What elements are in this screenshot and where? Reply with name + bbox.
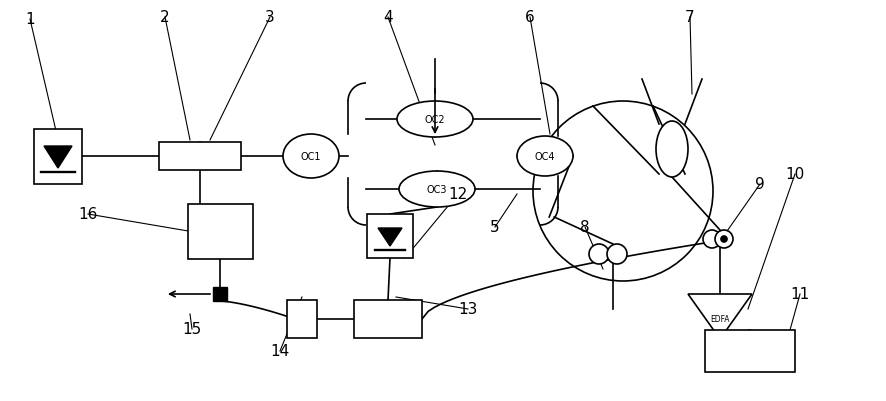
Text: 7: 7	[685, 10, 695, 25]
Text: 8: 8	[580, 220, 590, 235]
Text: 1: 1	[25, 12, 35, 27]
Text: 5: 5	[490, 220, 500, 235]
Text: OC4: OC4	[535, 152, 556, 162]
Ellipse shape	[399, 172, 475, 207]
Bar	[34, 129, 82, 184]
Circle shape	[703, 231, 721, 248]
Ellipse shape	[283, 135, 339, 178]
Bar	[159, 143, 241, 170]
Text: 2: 2	[160, 10, 170, 25]
Polygon shape	[44, 147, 72, 168]
Polygon shape	[378, 229, 402, 246]
Text: 9: 9	[755, 177, 765, 192]
Ellipse shape	[656, 122, 688, 178]
Text: 11: 11	[790, 287, 810, 302]
Text: 6: 6	[525, 10, 535, 25]
Text: 10: 10	[785, 167, 804, 182]
Ellipse shape	[517, 137, 573, 176]
Bar	[188, 204, 253, 259]
Bar	[354, 300, 422, 338]
Circle shape	[589, 244, 609, 264]
Text: 13: 13	[458, 302, 478, 317]
Text: EDFA: EDFA	[711, 314, 730, 324]
Text: 4: 4	[383, 10, 392, 25]
Bar	[367, 215, 413, 258]
Circle shape	[607, 244, 627, 264]
Circle shape	[721, 237, 727, 242]
Circle shape	[533, 102, 713, 281]
Text: 14: 14	[270, 344, 290, 358]
Bar	[287, 300, 317, 338]
Ellipse shape	[397, 102, 473, 138]
Circle shape	[715, 231, 733, 248]
Polygon shape	[688, 294, 752, 339]
Text: OC2: OC2	[424, 115, 446, 125]
Text: OC3: OC3	[427, 184, 447, 194]
Text: OC1: OC1	[300, 152, 322, 162]
Text: 12: 12	[448, 187, 468, 202]
Bar	[213, 287, 227, 301]
Text: 16: 16	[78, 207, 97, 222]
Bar	[705, 330, 795, 372]
Text: 3: 3	[265, 10, 275, 25]
Text: 15: 15	[183, 322, 202, 337]
